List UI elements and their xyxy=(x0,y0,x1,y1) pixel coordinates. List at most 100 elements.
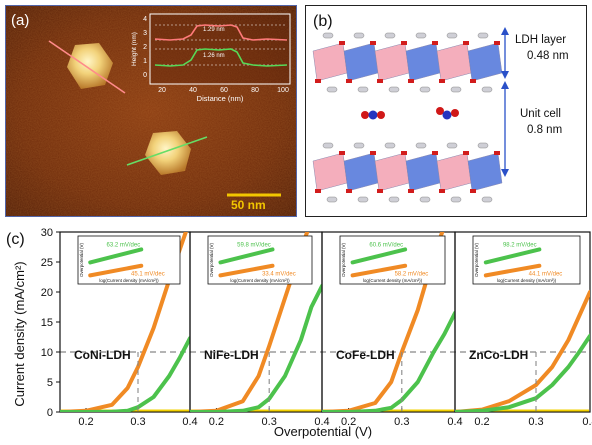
oxygen-atom xyxy=(494,151,500,155)
hydroxyl-group xyxy=(450,196,462,203)
tafel-slope-top: 98.2 mV/dec xyxy=(503,243,537,249)
x-tick-label: 0.3 xyxy=(528,416,543,428)
tafel-line-green xyxy=(350,247,408,265)
tafel-slope-top: 63.2 mV/dec xyxy=(107,243,141,249)
tafel-line-green xyxy=(88,247,144,265)
hydroxyl-group xyxy=(326,196,338,203)
profile-line-top xyxy=(48,40,126,94)
oxygen-atom xyxy=(439,189,445,193)
hydroxyl-group xyxy=(477,32,489,39)
tafel-ylabel: Overpotential (V) xyxy=(209,242,214,277)
x-tick-label: 0.4 xyxy=(182,416,197,428)
inset-xtick: 100 xyxy=(277,87,289,94)
x-tick-label: 0.2 xyxy=(474,416,489,428)
ldh-layer-title: LDH layer xyxy=(515,34,566,46)
ldh-layer-bottom xyxy=(312,142,503,203)
inset-xtick: 60 xyxy=(220,87,228,94)
structure-diagram: (b) LDH layer 0.48 nm Unit cell 0.8 nm xyxy=(305,5,587,217)
hydroxyl-group xyxy=(481,196,493,203)
y-tick-label: 30 xyxy=(41,227,53,239)
y-tick-label: 15 xyxy=(41,317,53,329)
tafel-xlabel: log(Current density (mA/cm²)) xyxy=(497,278,557,283)
x-tick-label: 0.4 xyxy=(314,416,329,428)
octahedron xyxy=(467,152,503,192)
tafel-line-orange xyxy=(350,263,408,278)
oxygen-atom xyxy=(370,41,376,45)
oxygen-atom xyxy=(377,79,383,83)
scale-bar-label: 50 nm xyxy=(231,198,266,212)
inset-ytick: 3 xyxy=(143,30,147,37)
tafel-xlabel: log(Current density (mA/cm²)) xyxy=(363,278,423,283)
inset-xlabel: Distance (nm) xyxy=(197,94,244,103)
curve-green xyxy=(322,311,455,412)
x-tick-label: 0.2 xyxy=(78,416,93,428)
panel-b-label: (b) xyxy=(313,13,333,30)
panel-c-label: (c) xyxy=(6,231,25,248)
oxygen-atom xyxy=(470,79,476,83)
oxygen-atom xyxy=(315,79,321,83)
interlayer-anions xyxy=(361,107,459,120)
x-axis-label: Overpotential (V) xyxy=(274,424,372,439)
y-tick-label: 10 xyxy=(41,347,53,359)
tafel-line-orange xyxy=(218,263,275,278)
inset-xtick: 20 xyxy=(158,87,166,94)
tafel-slope-bottom: 33.4 mV/dec xyxy=(262,271,296,277)
oxygen-atom xyxy=(339,151,345,155)
x-tick-label: 0.4 xyxy=(447,416,462,428)
oxygen-atom xyxy=(315,189,321,193)
tafel-slope-bottom: 44.1 mV/dec xyxy=(529,271,563,277)
hydroxyl-group xyxy=(415,142,427,149)
oxygen-atom xyxy=(401,41,407,45)
oxygen-atom xyxy=(463,151,469,155)
y-tick-label: 5 xyxy=(47,377,53,389)
y-tick-label: 0 xyxy=(47,407,53,419)
tafel-line-green xyxy=(218,247,275,265)
inset-xtick: 80 xyxy=(251,87,259,94)
nanosheet-flake-bottom xyxy=(145,131,191,175)
unit-cell-value: 0.8 nm xyxy=(527,124,562,136)
profile-line-bottom xyxy=(126,136,208,166)
hydroxyl-group xyxy=(322,32,334,39)
hydroxyl-group xyxy=(326,86,338,93)
x-tick-label: 0.3 xyxy=(262,416,277,428)
oxygen-atom xyxy=(432,41,438,45)
y-tick-label: 20 xyxy=(41,287,53,299)
inset-ylabel: Height (nm) xyxy=(131,32,138,66)
oxygen-atom xyxy=(377,189,383,193)
unit-cell-title: Unit cell xyxy=(520,108,561,120)
x-tick-label: 0.2 xyxy=(209,416,224,428)
tafel-line-green xyxy=(483,247,542,265)
oxygen-atom xyxy=(408,79,414,83)
profile-bottom-label: 1.26 nm xyxy=(203,53,225,59)
inset-ytick: 0 xyxy=(143,72,147,79)
tafel-slope-top: 60.6 mV/dec xyxy=(369,243,403,249)
hydroxyl-group xyxy=(415,32,427,39)
subplot-frame xyxy=(454,231,591,413)
afm-image: (a) 50 nm 1.29 nm 1.26 nm 4 3 2 1 0 xyxy=(4,4,298,218)
hydroxyl-group xyxy=(388,196,400,203)
oxygen-atom xyxy=(470,189,476,193)
lsv-chart: (c) Current density (mA/cm²) Overpotenti… xyxy=(6,227,592,439)
tafel-ylabel: Overpotential (V) xyxy=(79,242,84,277)
hydroxyl-group xyxy=(353,32,365,39)
hydroxyl-group xyxy=(388,86,400,93)
oxygen-atom xyxy=(346,189,352,193)
tafel-line-orange xyxy=(483,263,542,278)
hydroxyl-group xyxy=(357,196,369,203)
hydroxyl-group xyxy=(384,142,396,149)
sample-label: CoNi-LDH xyxy=(74,348,131,362)
hydroxyl-group xyxy=(446,142,458,149)
sample-label: NiFe-LDH xyxy=(204,348,259,362)
hydroxyl-group xyxy=(419,86,431,93)
profile-curve-top xyxy=(154,24,288,41)
tafel-ylabel: Overpotential (V) xyxy=(341,242,346,277)
y-axis-label: Current density (mA/cm²) xyxy=(12,261,27,406)
ldh-layer-value: 0.48 nm xyxy=(527,50,569,62)
inset-xtick: 40 xyxy=(189,87,197,94)
oxygen-atom xyxy=(370,151,376,155)
tafel-xlabel: log(Current density (mA/cm²)) xyxy=(99,278,159,283)
oxygen-atom xyxy=(432,151,438,155)
oxygen-atom xyxy=(494,41,500,45)
hydroxyl-group xyxy=(446,32,458,39)
panel-b: (b) LDH layer 0.48 nm Unit cell 0.8 nm xyxy=(305,5,587,217)
